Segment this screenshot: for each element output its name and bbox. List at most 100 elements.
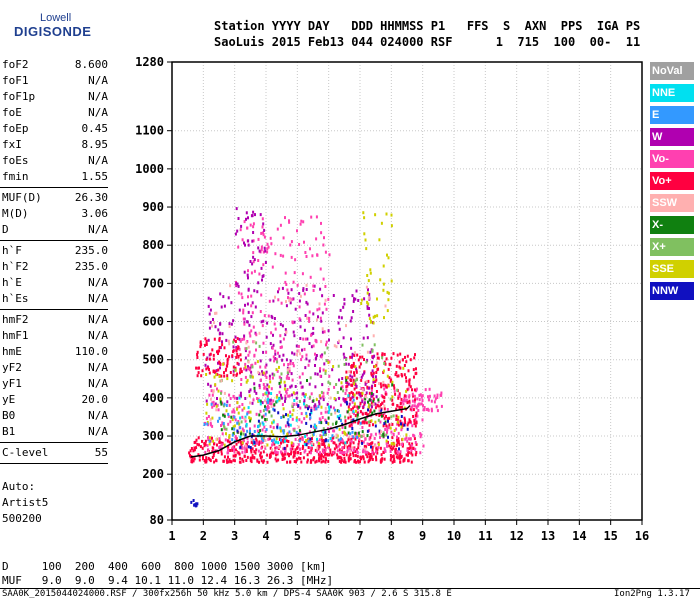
- echo-point: [284, 328, 287, 332]
- echo-point: [250, 460, 253, 464]
- echo-point: [414, 424, 417, 428]
- echo-point: [209, 298, 212, 301]
- echo-point: [297, 425, 300, 429]
- echo-point: [259, 422, 262, 426]
- echo-point: [359, 362, 362, 366]
- echo-point: [227, 296, 230, 300]
- echo-point: [206, 444, 209, 448]
- echo-point: [244, 450, 247, 454]
- echo-point: [254, 305, 257, 309]
- echo-point: [278, 287, 281, 291]
- echo-point: [288, 454, 290, 458]
- echo-point: [273, 373, 276, 377]
- echo-point: [265, 391, 268, 395]
- echo-point: [251, 375, 254, 379]
- echo-point: [237, 421, 240, 425]
- echo-point: [304, 366, 307, 370]
- echo-point: [364, 450, 367, 454]
- echo-point: [371, 404, 373, 408]
- echo-point: [289, 385, 292, 389]
- echo-point: [219, 331, 222, 335]
- x-tick-label: 9: [419, 529, 426, 543]
- echo-point: [345, 358, 348, 361]
- echo-point: [286, 288, 289, 292]
- echo-point: [208, 371, 211, 375]
- param-name: yE: [2, 393, 16, 406]
- echo-point: [334, 408, 336, 412]
- echo-point: [356, 378, 358, 382]
- echo-point: [217, 328, 220, 332]
- echo-point: [374, 402, 377, 406]
- echo-point: [195, 366, 198, 370]
- echo-point: [383, 316, 385, 320]
- echo-point: [252, 260, 255, 264]
- echo-point: [407, 453, 409, 457]
- echo-point: [312, 289, 315, 292]
- echo-point: [350, 408, 353, 412]
- echo-point: [344, 392, 347, 395]
- echo-point: [266, 250, 269, 254]
- echo-point: [383, 411, 386, 415]
- echo-point: [356, 405, 359, 409]
- echo-point: [374, 375, 377, 379]
- echo-point: [385, 441, 388, 445]
- echo-point: [398, 447, 400, 451]
- echo-point: [298, 399, 301, 403]
- echo-point: [286, 371, 289, 375]
- echo-point: [365, 285, 368, 289]
- echo-point: [407, 421, 410, 425]
- echo-point: [250, 304, 253, 308]
- echo-point: [294, 448, 297, 452]
- echo-point: [318, 400, 321, 404]
- auto-label: Auto:: [2, 480, 36, 493]
- echo-point: [245, 459, 248, 462]
- echo-point: [404, 418, 406, 422]
- echo-point: [254, 213, 256, 217]
- echo-point: [321, 416, 324, 419]
- header-line-2: SaoLuis 2015 Feb13 044 024000 RSF 1 715 …: [214, 35, 641, 49]
- param-name: foEs: [2, 154, 29, 167]
- echo-point: [377, 443, 380, 446]
- param-name: foF1: [2, 74, 29, 87]
- echo-point: [338, 315, 341, 319]
- echo-point: [406, 401, 409, 405]
- param-name: foF2: [2, 58, 29, 71]
- echo-point: [260, 266, 263, 270]
- echo-point: [420, 395, 423, 399]
- echo-point: [248, 410, 250, 414]
- echo-point: [211, 436, 213, 440]
- echo-point: [319, 394, 322, 398]
- param-value: 235.0: [74, 244, 108, 257]
- echo-point: [395, 443, 398, 447]
- echo-point: [360, 421, 363, 425]
- echo-point: [361, 388, 364, 392]
- echo-point: [415, 387, 418, 391]
- echo-point: [309, 247, 311, 251]
- echo-point: [233, 368, 236, 372]
- echo-point: [247, 276, 249, 280]
- legend-item-sse: SSE: [650, 260, 694, 278]
- echo-point: [283, 387, 286, 391]
- echo-point: [351, 294, 354, 298]
- echo-point: [262, 371, 265, 375]
- echo-point: [310, 459, 312, 463]
- echo-point: [232, 345, 235, 349]
- echo-point: [322, 443, 325, 446]
- echo-point: [286, 388, 289, 391]
- echo-point: [291, 413, 294, 417]
- echo-point: [361, 412, 364, 416]
- echo-point: [349, 378, 352, 382]
- echo-point: [344, 400, 347, 404]
- echo-point: [217, 450, 220, 454]
- echo-point: [217, 408, 220, 412]
- echo-point: [351, 375, 354, 379]
- echo-point: [355, 448, 358, 452]
- echo-point: [250, 440, 253, 444]
- echo-point: [372, 315, 375, 319]
- echo-point: [349, 374, 352, 378]
- echo-point: [352, 410, 355, 414]
- echo-point: [383, 362, 386, 365]
- echo-point: [278, 375, 281, 379]
- echo-point: [293, 271, 296, 275]
- echo-point: [264, 392, 267, 396]
